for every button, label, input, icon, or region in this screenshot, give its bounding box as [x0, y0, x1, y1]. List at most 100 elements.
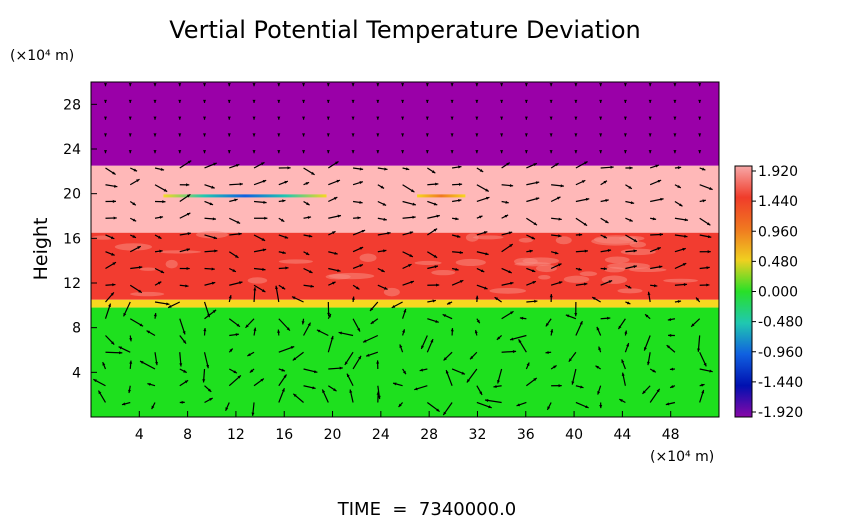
y-tick-label: 12: [63, 276, 81, 292]
wind-arrowhead: [207, 313, 210, 318]
wind-arrowhead: [187, 232, 191, 236]
wind-arrowhead: [432, 299, 436, 303]
y-axis-label: Height: [30, 218, 52, 281]
wind-arrowhead: [263, 200, 267, 204]
wind-arrowhead: [114, 184, 118, 188]
wind-arrowhead: [677, 185, 681, 188]
wind-arrowhead: [178, 83, 182, 87]
wind-arrowhead: [212, 309, 217, 313]
vector-field: [93, 83, 713, 416]
wind-arrowhead: [203, 83, 207, 87]
wind-arrowhead: [227, 133, 231, 137]
wind-arrowhead: [701, 167, 706, 171]
wind-arrowhead: [307, 322, 311, 327]
wind-arrowhead: [549, 150, 553, 154]
wind-arrowhead: [607, 249, 612, 253]
wind-arrowhead: [707, 235, 712, 239]
wind-arrowhead: [262, 179, 267, 183]
wind-arrowhead: [578, 233, 583, 237]
chart-title: Vertial Potential Temperature Deviation: [169, 16, 641, 44]
wind-arrowhead: [533, 222, 537, 226]
wind-arrowhead: [669, 367, 674, 371]
wind-arrowhead: [673, 99, 677, 103]
wind-arrowhead: [531, 269, 536, 273]
wind-arrowhead: [459, 280, 464, 284]
wind-arrowhead: [363, 339, 367, 343]
wind-arrowhead: [698, 150, 702, 154]
wind-arrowhead: [184, 380, 189, 384]
band-streak: [620, 248, 656, 256]
wind-arrowhead: [187, 160, 192, 164]
plot-frame: [90, 81, 720, 418]
wind-arrowhead: [261, 237, 266, 241]
wind-arrowhead: [684, 218, 689, 222]
wind-arrowhead: [247, 353, 251, 356]
wind-arrowhead: [346, 373, 350, 378]
wind-arrowhead: [633, 238, 638, 242]
wind-arrowhead: [623, 133, 627, 137]
wind-arrowhead: [110, 236, 115, 239]
wind-arrowhead: [574, 313, 578, 317]
wind-arrowhead: [349, 389, 353, 393]
colorbar-label: -1.920: [758, 405, 803, 421]
wind-arrowhead: [456, 234, 461, 238]
wind-arrowhead: [252, 99, 256, 103]
wind-arrowhead: [408, 264, 412, 267]
wind-arrowhead: [330, 335, 334, 340]
band-streak: [604, 266, 625, 273]
wind-arrowhead: [583, 282, 588, 286]
wind-arrowhead: [211, 185, 215, 189]
wind-arrowhead: [558, 234, 562, 238]
wind-arrowhead: [583, 222, 588, 226]
wind-arrowhead: [166, 302, 170, 306]
wind-arrowhead: [585, 197, 590, 201]
wind-arrowhead: [313, 370, 318, 374]
wind-arrowhead: [358, 355, 362, 360]
wind-arrowhead: [475, 116, 479, 120]
wind-arrowhead: [398, 403, 402, 408]
wind-arrowhead: [229, 348, 233, 352]
wind-arrowhead: [128, 83, 132, 87]
wind-arrowhead: [677, 300, 682, 304]
wind-arrowhead: [153, 133, 157, 137]
colorbar-label: -0.480: [758, 315, 803, 331]
wind-arrowhead: [599, 150, 603, 154]
wind-arrowhead: [509, 244, 513, 248]
wind-arrowhead: [103, 133, 108, 137]
wind-arrowhead: [450, 83, 454, 87]
layer-interface: [91, 299, 719, 308]
wind-arrowhead: [443, 357, 447, 361]
wind-arrowhead: [383, 217, 387, 221]
wind-arrowhead: [450, 150, 454, 154]
colorbar-label: -1.440: [758, 375, 803, 391]
y-unit-label: (×10⁴ m): [10, 48, 74, 64]
wind-arrowhead: [505, 200, 509, 204]
wind-arrowhead: [286, 327, 290, 331]
wind-arrowhead: [485, 252, 489, 256]
wind-arrowhead: [275, 285, 279, 290]
y-tick-label: 8: [72, 321, 81, 337]
wind-arrowhead: [249, 369, 254, 373]
wind-arrowhead: [401, 116, 405, 120]
wind-arrowhead: [287, 166, 291, 170]
wind-arrowhead: [558, 281, 563, 285]
wind-arrowhead: [547, 406, 551, 410]
wind-arrowhead: [252, 133, 256, 137]
wind-arrowhead: [673, 133, 677, 137]
wind-arrowhead: [519, 316, 524, 320]
x-tick-label: 24: [372, 427, 390, 443]
wind-arrowhead: [410, 189, 415, 193]
wind-arrowhead: [227, 150, 231, 154]
wind-arrowhead: [306, 202, 310, 206]
plot-area: [91, 82, 719, 417]
wind-arrowhead: [425, 133, 429, 137]
wind-arrowhead: [186, 248, 190, 252]
wind-arrowhead: [574, 116, 578, 120]
wind-arrowhead: [351, 83, 355, 87]
wind-arrowhead: [110, 292, 114, 296]
wind-arrowhead: [355, 286, 360, 290]
wind-arrowhead: [326, 150, 330, 154]
wind-arrowhead: [178, 99, 182, 103]
wind-arrowhead: [545, 350, 549, 355]
wind-arrowhead: [277, 116, 281, 120]
